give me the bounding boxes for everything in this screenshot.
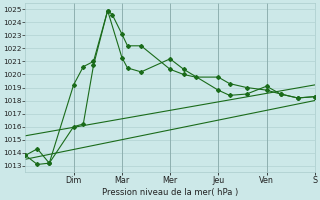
X-axis label: Pression niveau de la mer( hPa ): Pression niveau de la mer( hPa ) <box>102 188 238 197</box>
